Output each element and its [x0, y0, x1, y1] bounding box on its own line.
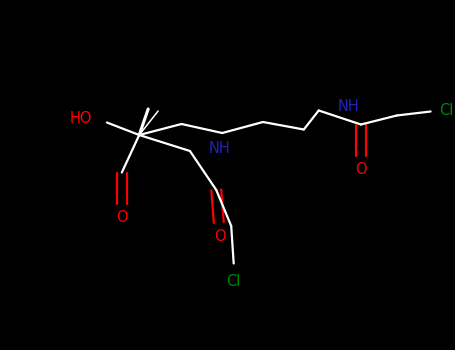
- Text: Cl: Cl: [440, 103, 454, 118]
- Text: O: O: [116, 210, 128, 225]
- Text: NH: NH: [338, 99, 359, 114]
- Text: HO: HO: [70, 111, 92, 126]
- Text: O: O: [355, 162, 367, 177]
- Text: O: O: [214, 229, 226, 244]
- Text: NH: NH: [209, 141, 231, 156]
- Text: Cl: Cl: [227, 273, 241, 288]
